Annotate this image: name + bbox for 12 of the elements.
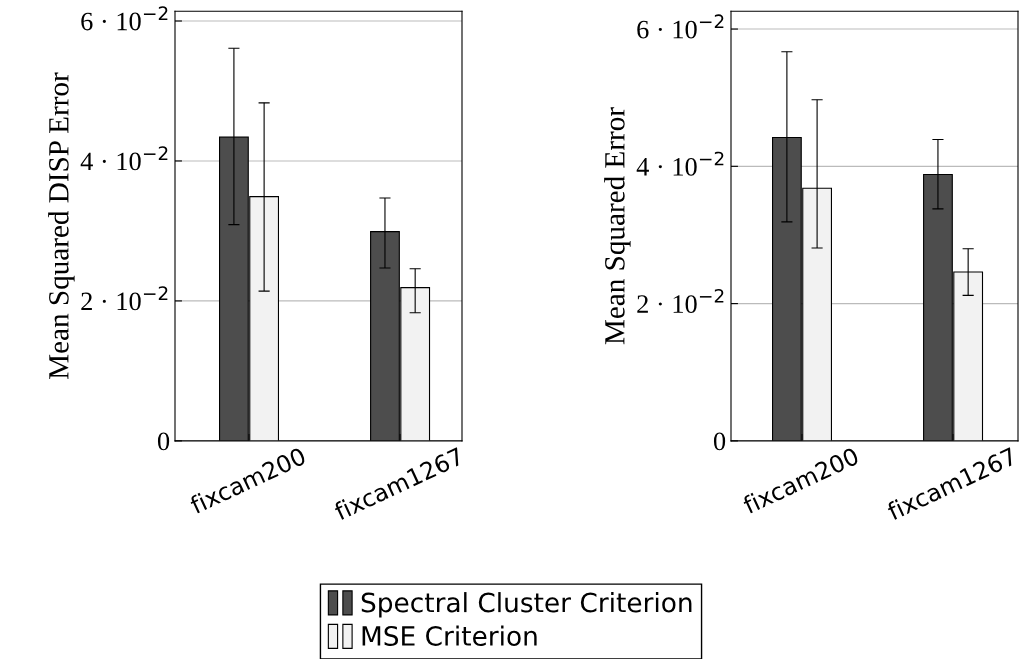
y-tick-label: 2 · 10$^{−2}$ bbox=[637, 288, 724, 313]
y-tick-label: 4 · 10$^{−2}$ bbox=[80, 146, 168, 171]
y-axis-title: Mean Squared Error bbox=[604, 107, 631, 345]
y-tick-label: 0 bbox=[157, 432, 170, 451]
legend-label: Spectral Cluster Criterion bbox=[361, 592, 692, 618]
y-tick-label: 2 · 10$^{−2}$ bbox=[81, 286, 168, 311]
y-tick-label: 4 · 10$^{−2}$ bbox=[636, 151, 724, 176]
legend-label: MSE Criterion bbox=[362, 625, 537, 646]
y-tick-label: 6 · 10$^{−2}$ bbox=[81, 6, 168, 31]
y-axis-title: Mean Squared DISP Error bbox=[48, 72, 75, 379]
y-tick-label: 6 · 10$^{−2}$ bbox=[637, 14, 724, 39]
y-tick-label: 0 bbox=[713, 432, 726, 451]
